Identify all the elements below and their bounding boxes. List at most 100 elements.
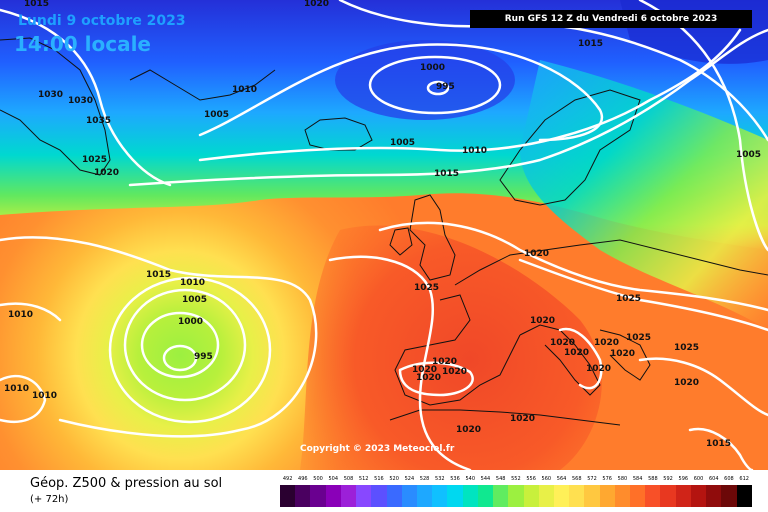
eastern-field bbox=[520, 60, 768, 330]
scale-swatch bbox=[584, 485, 600, 507]
pressure-labels: 1015 1020 1030 1030 1035 1025 1020 1010 … bbox=[4, 0, 761, 449]
scale-tick-label: 496 bbox=[298, 476, 308, 482]
scale-tick-label: 524 bbox=[404, 476, 415, 482]
scale-tick-label: 532 bbox=[435, 476, 445, 482]
pressure-label: 1010 bbox=[4, 384, 29, 394]
pressure-label: 1005 bbox=[736, 150, 761, 160]
pressure-label: 1020 bbox=[510, 414, 535, 424]
scale-tick-label: 592 bbox=[663, 476, 673, 482]
pressure-label: 1020 bbox=[586, 364, 611, 374]
pressure-label: 1005 bbox=[390, 138, 415, 148]
scale-swatch bbox=[675, 485, 691, 507]
isobar-1020-europe bbox=[378, 221, 768, 312]
pressure-label: 1030 bbox=[68, 96, 93, 106]
scale-tick-label: 512 bbox=[358, 476, 369, 482]
scale-swatch bbox=[508, 485, 524, 507]
scale-tick-label: 540 bbox=[465, 476, 475, 482]
isobar-1025-europe bbox=[518, 258, 768, 332]
pressure-label: 1030 bbox=[38, 90, 63, 100]
scale-tick-label: 544 bbox=[480, 476, 491, 482]
scale-tick-label: 504 bbox=[328, 476, 339, 482]
caption-subtitle: (+ 72h) bbox=[30, 494, 69, 505]
scale-tick-label: 612 bbox=[739, 476, 749, 482]
pressure-label: 1010 bbox=[32, 391, 57, 401]
scale-tick-label: 500 bbox=[313, 476, 323, 482]
isobar-1005-east bbox=[638, 0, 768, 252]
scale-swatch bbox=[325, 485, 341, 507]
pressure-label: 1020 bbox=[456, 425, 481, 435]
caption-title: Géop. Z500 & pression au sol bbox=[30, 476, 223, 491]
isobar-1015-north bbox=[128, 28, 768, 187]
iceland-coast bbox=[304, 117, 373, 151]
pressure-label: 1020 bbox=[304, 0, 329, 9]
isobar-1010-north bbox=[198, 28, 742, 162]
scale-tick-label: 588 bbox=[648, 476, 658, 482]
scale-tick-label: 608 bbox=[724, 476, 734, 482]
pressure-label: 1015 bbox=[146, 270, 171, 280]
pressure-label: 1000 bbox=[178, 317, 203, 327]
ridge-field bbox=[300, 225, 602, 470]
scale-swatch bbox=[706, 485, 722, 507]
pressure-label: 1020 bbox=[524, 249, 549, 259]
isobar-1000-north bbox=[368, 55, 502, 115]
scale-swatch bbox=[280, 485, 296, 507]
isobar-1020-east bbox=[638, 357, 768, 417]
run-banner: Run GFS 12 Z du Vendredi 6 octobre 2023 bbox=[470, 10, 752, 28]
pressure-label: 1010 bbox=[232, 85, 257, 95]
pressure-label: 1015 bbox=[434, 169, 459, 179]
scale-swatch bbox=[356, 485, 372, 507]
scale-tick-label: 552 bbox=[511, 476, 521, 482]
scale-tick-label: 584 bbox=[632, 476, 643, 482]
britain-coast bbox=[409, 194, 456, 281]
pressure-label: 1025 bbox=[82, 155, 107, 165]
copyright-text: Copyright © 2023 Meteociel.fr bbox=[300, 444, 455, 454]
scale-swatch bbox=[569, 485, 585, 507]
pressure-label: 1020 bbox=[442, 367, 467, 377]
pressure-chart-svg: 1015 1020 1030 1030 1035 1025 1020 1010 … bbox=[0, 0, 768, 470]
isobar-995-atlantic bbox=[162, 344, 198, 372]
pressure-label: 1005 bbox=[182, 295, 207, 305]
scale-tick-label: 528 bbox=[419, 476, 430, 482]
scale-swatch bbox=[690, 485, 707, 507]
scale-swatch bbox=[432, 485, 448, 507]
scale-swatch bbox=[371, 485, 387, 507]
scale-swatch bbox=[553, 485, 570, 507]
scale-swatch bbox=[477, 485, 494, 507]
scale-tick-label: 548 bbox=[495, 476, 506, 482]
pressure-label: 1015 bbox=[706, 439, 731, 449]
scale-tick-label: 580 bbox=[617, 476, 628, 482]
scale-swatch bbox=[416, 485, 433, 507]
scale-tick-label: 604 bbox=[708, 476, 719, 482]
pressure-label: 1010 bbox=[462, 146, 487, 156]
isobar-1015-top bbox=[338, 0, 768, 142]
north-low-core bbox=[335, 40, 515, 120]
isobar-995-north bbox=[426, 80, 450, 96]
pressure-label: 1020 bbox=[594, 338, 619, 348]
scale-swatch bbox=[538, 485, 554, 507]
scale-swatch bbox=[386, 485, 402, 507]
scale-swatch bbox=[401, 485, 417, 507]
scale-tick-label: 492 bbox=[282, 476, 293, 482]
pressure-label: 1020 bbox=[416, 373, 441, 383]
scandinavia-coast bbox=[499, 89, 641, 206]
pressure-label: 1020 bbox=[674, 378, 699, 388]
scale-swatch bbox=[599, 485, 615, 507]
isobar-1020-italy bbox=[558, 327, 603, 390]
scale-swatch bbox=[462, 485, 478, 507]
scale-swatch bbox=[721, 485, 737, 507]
iberia-france-coast bbox=[394, 294, 521, 406]
scale-swatch bbox=[645, 485, 661, 507]
pressure-label: 1025 bbox=[414, 283, 439, 293]
pressure-label: 1025 bbox=[626, 333, 651, 343]
pressure-label: 1020 bbox=[564, 348, 589, 358]
scale-tick-label: 556 bbox=[526, 476, 536, 482]
scale-swatch bbox=[630, 485, 646, 507]
scale-tick-label: 508 bbox=[343, 476, 354, 482]
scale-tick-label: 536 bbox=[450, 476, 460, 482]
isobar-1020-greenland bbox=[0, 8, 172, 187]
isobar-1005-atlantic bbox=[123, 288, 247, 402]
isobar-1000-atlantic bbox=[140, 311, 220, 379]
isobar-1015-atlantic bbox=[0, 236, 318, 438]
scale-swatch bbox=[310, 485, 326, 507]
weather-map: 1015 1020 1030 1030 1035 1025 1020 1010 … bbox=[0, 0, 768, 470]
